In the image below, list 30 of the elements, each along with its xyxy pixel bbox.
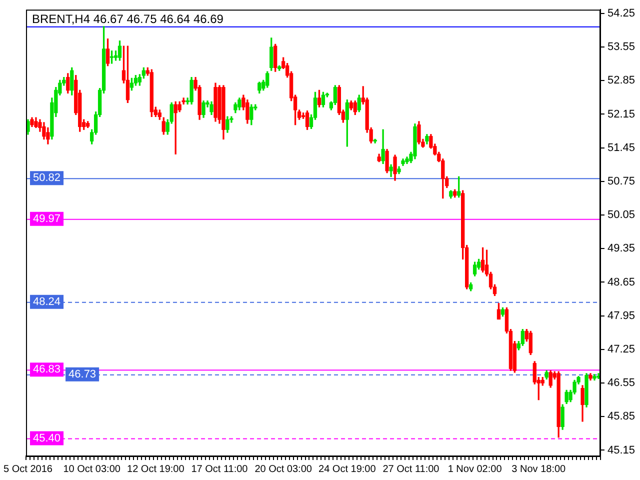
y-tick-label: 50.75 <box>607 175 636 188</box>
y-tick-label: 45.15 <box>607 444 636 456</box>
y-tick-label: 51.45 <box>607 142 636 154</box>
x-tick-label: 17 Oct 11:00 <box>191 464 248 475</box>
ref-line-label: 45.40 <box>33 432 61 444</box>
ref-line-label: 50.82 <box>33 172 61 184</box>
y-tick-label: 47.95 <box>607 310 636 322</box>
y-tick-label: 45.85 <box>607 410 636 423</box>
x-tick-label: 1 Nov 02:00 <box>448 464 502 475</box>
y-tick-label: 53.55 <box>607 41 636 54</box>
y-tick-label: 52.85 <box>607 74 636 87</box>
ref-line-label: 49.97 <box>33 212 61 225</box>
y-tick-label: 47.25 <box>607 343 636 356</box>
y-tick-label: 46.55 <box>607 377 636 390</box>
ref-line-label: 46.73 <box>68 368 96 380</box>
ref-line-label: 46.83 <box>33 364 61 376</box>
chart-title: BRENT,H4 46.67 46.75 46.64 46.69 <box>32 12 224 26</box>
ref-line-label: 48.24 <box>33 296 61 308</box>
y-tick-label: 50.05 <box>607 209 636 222</box>
y-tick-label: 48.65 <box>607 276 636 288</box>
x-tick-label: 24 Oct 19:00 <box>318 464 376 475</box>
y-tick-label: 52.15 <box>607 108 636 120</box>
x-tick-label: 10 Oct 03:00 <box>63 464 121 475</box>
y-tick-label: 54.25 <box>607 7 636 20</box>
x-tick-label: 20 Oct 03:00 <box>254 464 312 475</box>
x-tick-label: 27 Oct 11:00 <box>382 464 440 475</box>
y-tick-label: 49.35 <box>607 242 636 255</box>
x-tick-label: 12 Oct 19:00 <box>127 464 185 475</box>
x-tick-label: 3 Nov 18:00 <box>512 464 566 475</box>
x-tick-label: 5 Oct 2016 <box>4 464 53 475</box>
